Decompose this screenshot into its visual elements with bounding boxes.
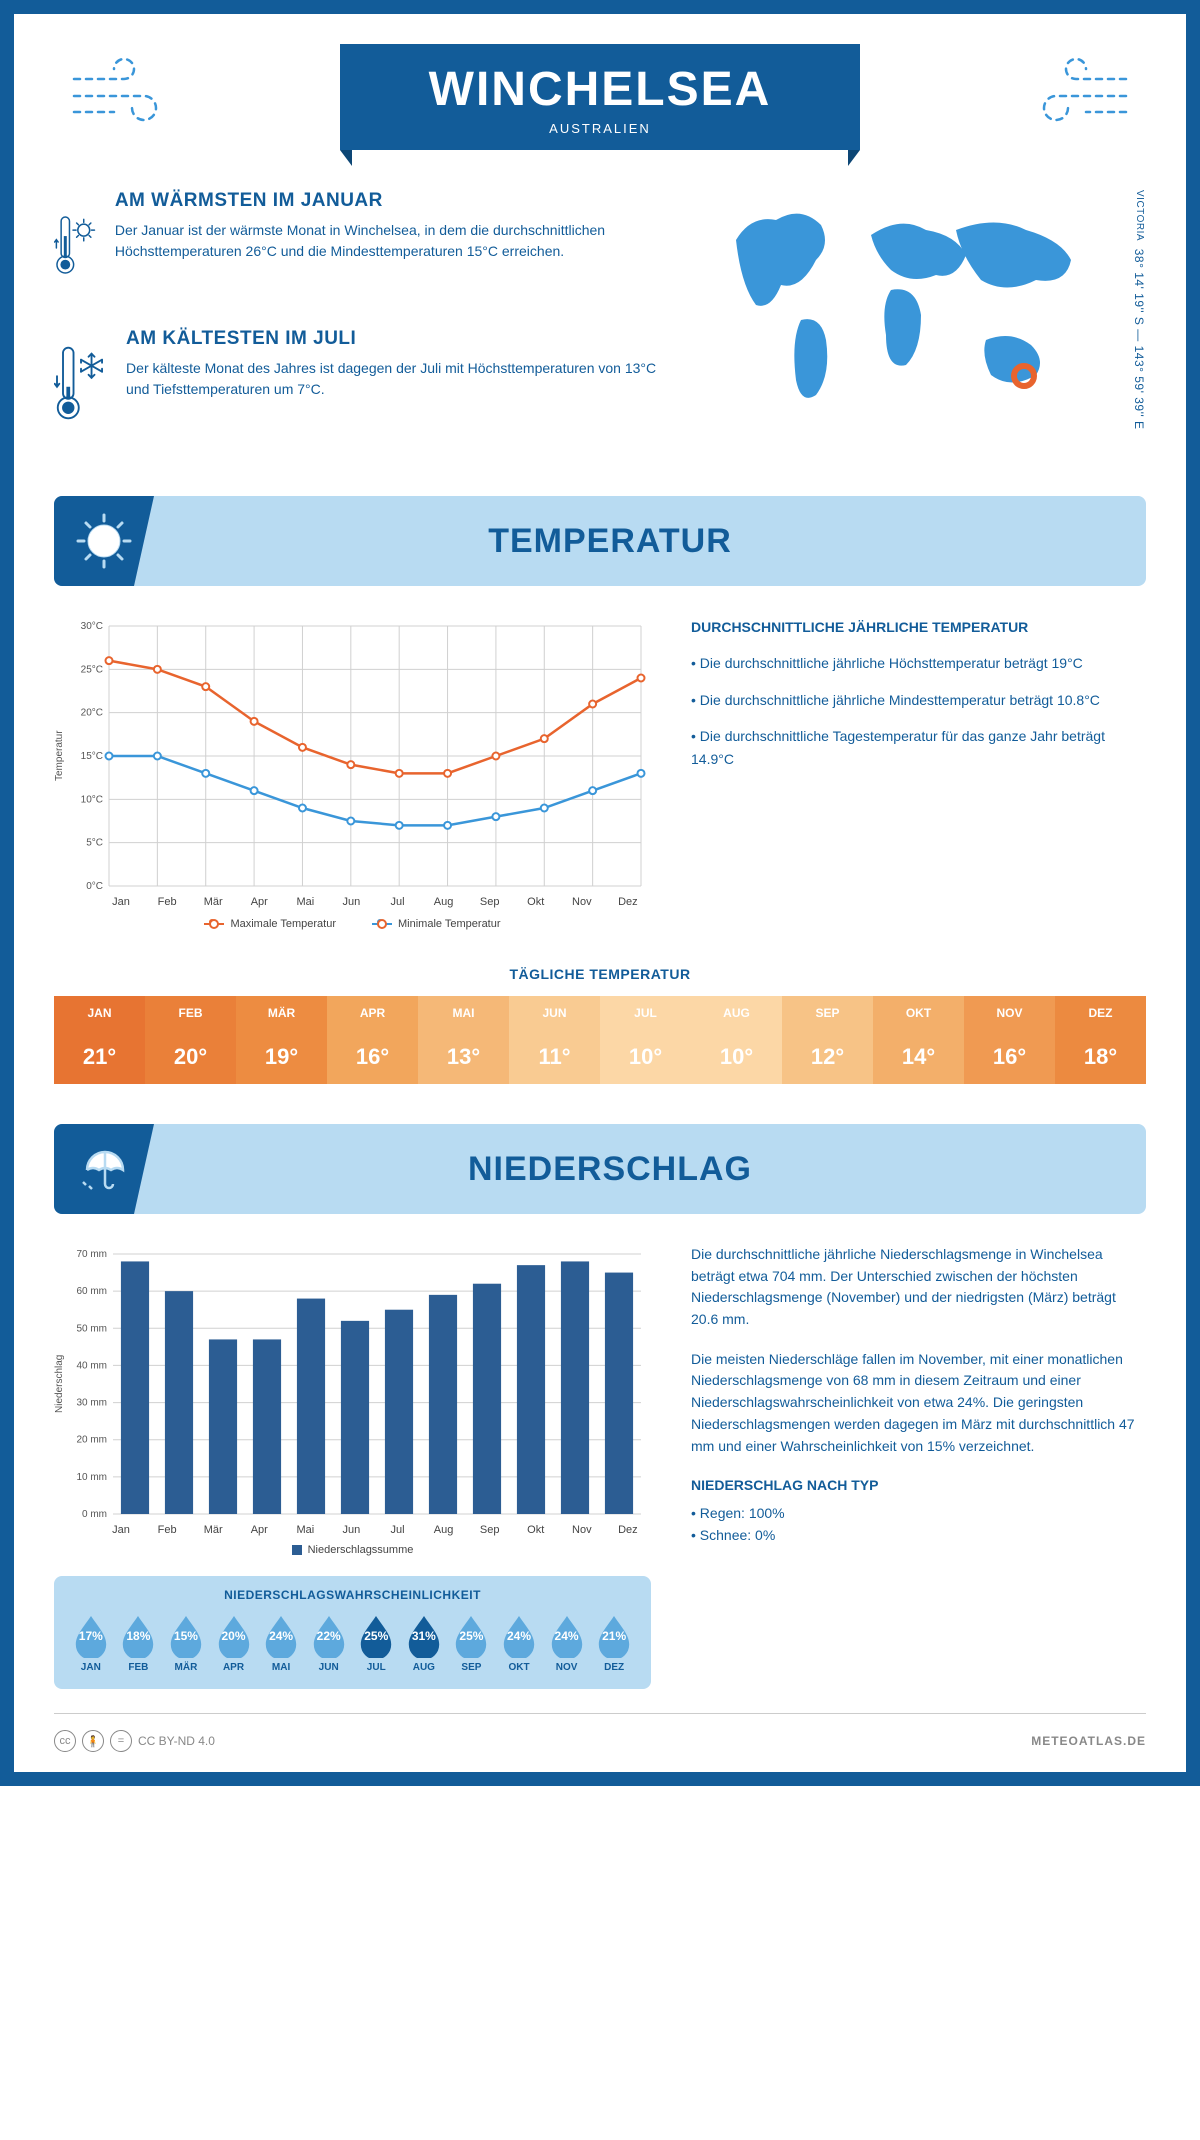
svg-text:0°C: 0°C [86, 881, 103, 892]
umbrella-icon [77, 1142, 131, 1196]
thermometer-hot-icon [54, 190, 97, 300]
svg-text:30°C: 30°C [81, 621, 103, 632]
prob-item: 22% JUN [306, 1612, 352, 1673]
country-name: AUSTRALIEN [340, 121, 860, 136]
title-banner: WINCHELSEA AUSTRALIEN [340, 44, 860, 150]
wind-icon [64, 54, 174, 139]
thermometer-cold-icon [54, 328, 108, 438]
warmest-block: AM WÄRMSTEN IM JANUAR Der Januar ist der… [54, 190, 676, 300]
precip-probability: NIEDERSCHLAGSWAHRSCHEINLICHKEIT 17% JAN … [54, 1576, 651, 1689]
license: cc 🧍 = CC BY-ND 4.0 [54, 1730, 215, 1752]
prob-item: 15% MÄR [163, 1612, 209, 1673]
daily-col: AUG 10° [691, 996, 782, 1084]
daily-col: SEP 12° [782, 996, 873, 1084]
prob-item: 24% MAI [258, 1612, 304, 1673]
daily-col: JAN 21° [54, 996, 145, 1084]
legend-max: Maximale Temperatur [230, 918, 336, 930]
prob-item: 24% NOV [544, 1612, 590, 1673]
header: WINCHELSEA AUSTRALIEN [54, 44, 1146, 150]
prob-item: 31% AUG [401, 1612, 447, 1673]
world-map-icon [706, 190, 1106, 420]
temp-header: TEMPERATUR [54, 496, 1146, 586]
svg-text:15°C: 15°C [81, 751, 103, 762]
precip-header: NIEDERSCHLAG [54, 1124, 1146, 1214]
legend-min: Minimale Temperatur [398, 918, 501, 930]
footer: cc 🧍 = CC BY-ND 4.0 METEOATLAS.DE [54, 1713, 1146, 1752]
prob-item: 21% DEZ [591, 1612, 637, 1673]
svg-text:10 mm: 10 mm [76, 1472, 107, 1483]
warmest-title: AM WÄRMSTEN IM JANUAR [115, 190, 676, 212]
svg-text:50 mm: 50 mm [76, 1323, 107, 1334]
nd-icon: = [110, 1730, 132, 1752]
daily-title: TÄGLICHE TEMPERATUR [54, 966, 1146, 982]
daily-col: NOV 16° [964, 996, 1055, 1084]
daily-col: APR 16° [327, 996, 418, 1084]
precipitation-chart: Niederschlag 0 mm10 mm20 mm30 mm40 mm50 … [54, 1244, 651, 1524]
daily-col: OKT 14° [873, 996, 964, 1084]
prob-item: 25% JUL [353, 1612, 399, 1673]
daily-temp-table: JAN 21° FEB 20° MÄR 19° APR 16° MAI 13° … [54, 996, 1146, 1084]
daily-col: FEB 20° [145, 996, 236, 1084]
precip-legend: Niederschlagssumme [308, 1544, 414, 1556]
svg-text:60 mm: 60 mm [76, 1286, 107, 1297]
prob-item: 18% FEB [116, 1612, 162, 1673]
site-credit: METEOATLAS.DE [1031, 1734, 1146, 1748]
daily-col: DEZ 18° [1055, 996, 1146, 1084]
wind-icon [1026, 54, 1136, 139]
temperature-chart: Temperatur 0°C5°C10°C15°C20°C25°C30°C Ja… [54, 616, 651, 930]
svg-text:40 mm: 40 mm [76, 1360, 107, 1371]
prob-item: 20% APR [211, 1612, 257, 1673]
section-title: TEMPERATUR [154, 522, 1146, 561]
cc-icon: cc [54, 1730, 76, 1752]
daily-col: MAI 13° [418, 996, 509, 1084]
temp-facts: DURCHSCHNITTLICHE JÄHRLICHE TEMPERATUR •… [691, 616, 1146, 930]
map-column: VICTORIA 38° 14' 19'' S — 143° 59' 39'' … [706, 190, 1146, 466]
prob-item: 25% SEP [449, 1612, 495, 1673]
coldest-title: AM KÄLTESTEN IM JULI [126, 328, 676, 350]
sun-icon [74, 511, 134, 571]
svg-text:10°C: 10°C [81, 794, 103, 805]
prob-item: 17% JAN [68, 1612, 114, 1673]
svg-text:20°C: 20°C [81, 708, 103, 719]
coldest-text: Der kälteste Monat des Jahres ist dagege… [126, 358, 676, 400]
svg-text:5°C: 5°C [86, 838, 103, 849]
svg-text:25°C: 25°C [81, 664, 103, 675]
precip-text: Die durchschnittliche jährliche Niedersc… [691, 1244, 1146, 1689]
city-name: WINCHELSEA [340, 62, 860, 117]
coldest-block: AM KÄLTESTEN IM JULI Der kälteste Monat … [54, 328, 676, 438]
daily-col: JUN 11° [509, 996, 600, 1084]
daily-col: JUL 10° [600, 996, 691, 1084]
section-title: NIEDERSCHLAG [154, 1150, 1146, 1189]
warmest-text: Der Januar ist der wärmste Monat in Winc… [115, 220, 676, 262]
svg-text:20 mm: 20 mm [76, 1435, 107, 1446]
coordinates: VICTORIA 38° 14' 19'' S — 143° 59' 39'' … [1124, 190, 1146, 466]
svg-text:0 mm: 0 mm [82, 1509, 107, 1520]
by-icon: 🧍 [82, 1730, 104, 1752]
prob-item: 24% OKT [496, 1612, 542, 1673]
svg-text:30 mm: 30 mm [76, 1398, 107, 1409]
daily-col: MÄR 19° [236, 996, 327, 1084]
svg-text:70 mm: 70 mm [76, 1249, 107, 1260]
